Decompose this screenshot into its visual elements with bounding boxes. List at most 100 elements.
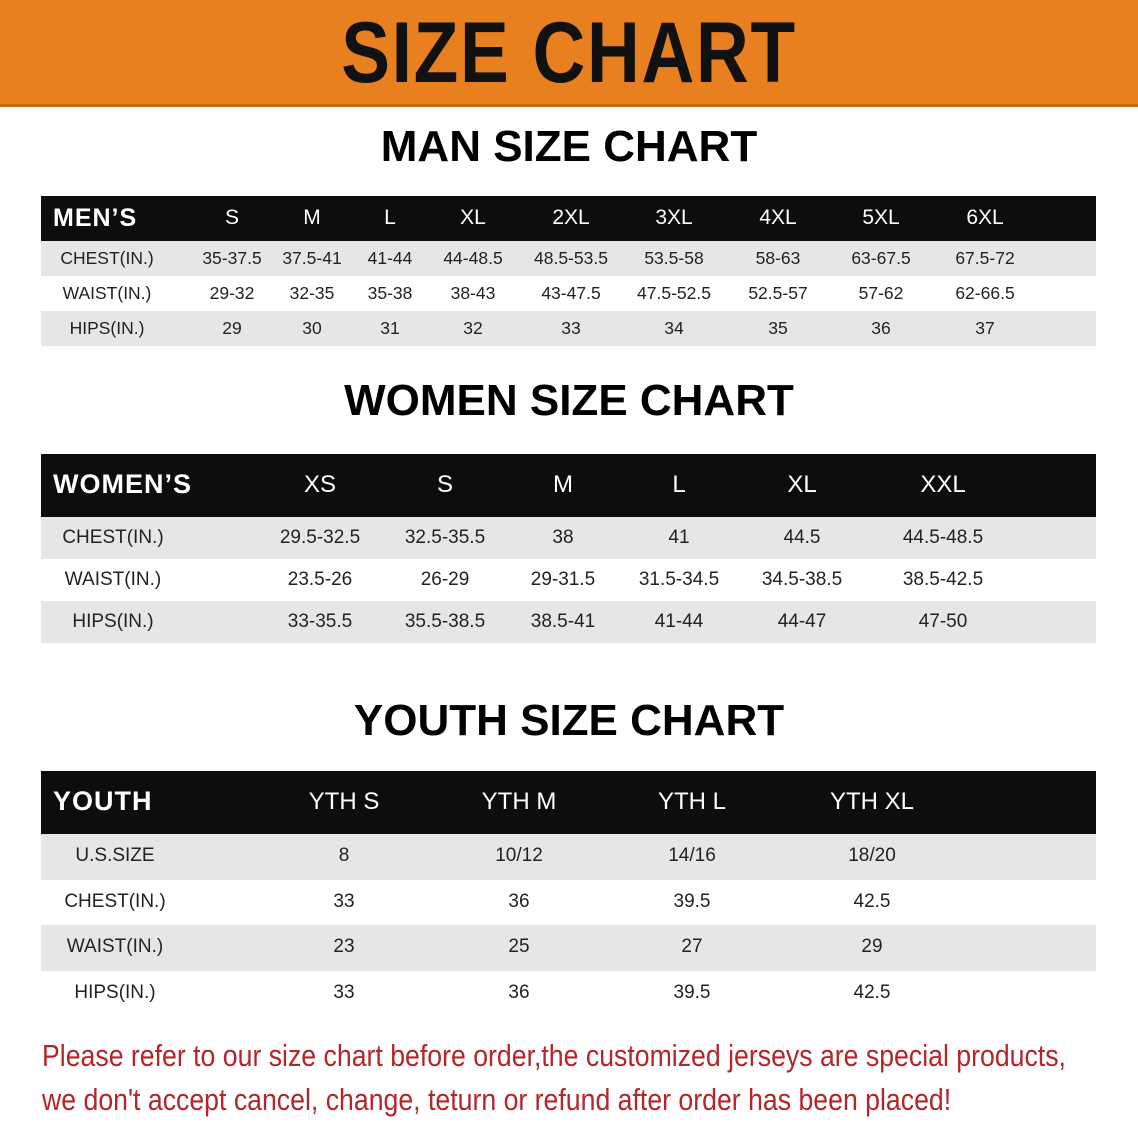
row-label: CHEST(IN.) [62,526,164,548]
men-section-title: MAN SIZE CHART [380,122,758,171]
size-header: S [224,205,240,229]
table-row: U.S.SIZE 8 10/12 14/16 18/20 [41,834,1096,880]
table-cell: 38.5-41 [530,610,596,632]
size-header: 5XL [862,205,900,229]
table-cell: 47-50 [918,610,968,632]
table-cell: 38 [552,526,574,548]
table-cell: 29.5-32.5 [279,526,361,548]
row-label: HIPS(IN.) [69,318,145,338]
table-cell: 32.5-35.5 [404,526,486,548]
women-table-header: WOMEN’S XS S M L XL XXL [41,454,1096,517]
table-cell: 32-35 [289,283,335,303]
size-header: L [672,471,686,499]
table-cell: 18/20 [848,845,896,867]
table-cell: 23.5-26 [287,568,353,590]
table-cell: 62-66.5 [955,283,1015,303]
table-cell: 23 [333,936,355,958]
table-cell: 43-47.5 [541,283,601,303]
size-header: XL [787,471,817,499]
table-cell: 32 [463,318,483,338]
table-cell: 53.5-58 [644,248,704,268]
row-label: WAIST(IN.) [64,568,162,590]
notice-line-1: Please refer to our size chart before or… [42,1038,1066,1073]
table-cell: 44-47 [777,610,827,632]
table-cell: 36 [508,981,530,1003]
table-cell: 67.5-72 [955,248,1015,268]
table-cell: 34 [664,318,684,338]
youth-table-header: YOUTH YTH S YTH M YTH L YTH XL [41,771,1096,834]
table-cell: 44.5-48.5 [902,526,984,548]
size-header: 3XL [655,205,693,229]
size-header: XXL [920,471,966,499]
table-cell: 8 [338,845,350,867]
table-row: CHEST(IN.) 29.5-32.5 32.5-35.5 38 41 44.5 44.5… [41,517,1096,559]
table-row: WAIST(IN.) 23 25 27 29 [41,925,1096,971]
table-cell: 29-31.5 [530,568,596,590]
size-header: XS [303,471,337,499]
row-label: CHEST(IN.) [60,248,154,268]
table-cell: 38.5-42.5 [902,568,984,590]
table-cell: 30 [302,318,322,338]
table-cell: 37.5-41 [282,248,342,268]
row-label: HIPS(IN.) [72,610,154,632]
men-table-header: MEN’S S M L XL 2XL 3XL 4XL 5XL 6XL [41,196,1096,241]
table-cell: 58-63 [755,248,801,268]
size-header: 4XL [759,205,797,229]
table-cell: 39.5 [673,981,711,1003]
table-cell: 48.5-53.5 [534,248,608,268]
table-cell: 57-62 [858,283,904,303]
table-row: WAIST(IN.) 29-32 32-35 35-38 38-43 43-47.5 47.… [41,276,1096,311]
table-row: WAIST(IN.) 23.5-26 26-29 29-31.5 31.5-34.5 34… [41,559,1096,601]
table-cell: 35.5-38.5 [404,610,486,632]
table-cell: 63-67.5 [851,248,911,268]
table-cell: 35 [768,318,788,338]
table-cell: 37 [975,318,995,338]
table-cell: 52.5-57 [748,283,808,303]
table-cell: 27 [681,936,703,958]
table-cell: 25 [508,936,530,958]
size-header: S [436,471,454,499]
table-cell: 29 [222,318,242,338]
table-cell: 44-48.5 [443,248,503,268]
table-cell: 36 [871,318,891,338]
row-label: U.S.SIZE [75,845,155,867]
table-cell: 34.5-38.5 [761,568,843,590]
table-cell: 33 [333,890,355,912]
table-cell: 33 [561,318,581,338]
size-header: YTH XL [829,788,915,816]
table-cell: 39.5 [673,890,711,912]
table-cell: 14/16 [668,845,716,867]
table-cell: 36 [508,890,530,912]
size-header: M [553,471,573,499]
table-cell: 35-38 [367,283,413,303]
size-header: YTH M [481,788,557,816]
table-row: CHEST(IN.) 33 36 39.5 42.5 [41,880,1096,926]
header-label: YOUTH [53,786,153,817]
header-label: WOMEN’S [53,469,192,500]
women-section-title: WOMEN SIZE CHART [344,376,794,425]
table-cell: 47.5-52.5 [637,283,711,303]
table-cell: 29 [861,936,883,958]
table-row: HIPS(IN.) 33-35.5 35.5-38.5 38.5-41 41-44 44-… [41,601,1096,643]
table-cell: 29-32 [209,283,255,303]
youth-section-title: YOUTH SIZE CHART [353,696,785,745]
table-row: HIPS(IN.) 29 30 31 32 33 34 35 36 37 [41,311,1096,346]
size-header: L [384,205,396,229]
table-row: HIPS(IN.) 33 36 39.5 42.5 [41,971,1096,1017]
table-cell: 31.5-34.5 [638,568,720,590]
table-cell: 38-43 [450,283,496,303]
table-cell: 41 [668,526,690,548]
row-label: WAIST(IN.) [62,283,152,303]
table-cell: 42.5 [853,890,891,912]
table-cell: 26-29 [420,568,470,590]
banner: SIZE CHART [0,0,1138,107]
table-cell: 42.5 [853,981,891,1003]
table-cell: 31 [380,318,400,338]
table-cell: 10/12 [495,845,543,867]
header-label: MEN’S [53,203,138,232]
table-cell: 41-44 [367,248,413,268]
table-cell: 35-37.5 [202,248,262,268]
table-row: CHEST(IN.) 35-37.5 37.5-41 41-44 44-48.5 48.5… [41,241,1096,276]
table-cell: 44.5 [783,526,821,548]
row-label: CHEST(IN.) [64,890,166,912]
